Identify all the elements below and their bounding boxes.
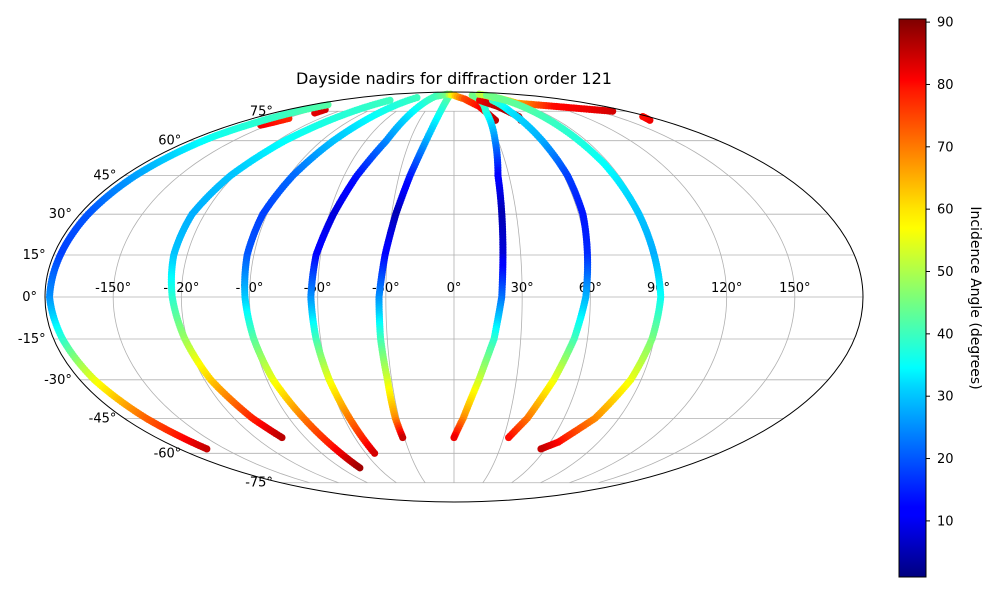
colorbar-ticks: 10 20 30 40 50 60 70 80 90 [926,16,954,529]
data-point [203,445,211,453]
y-tick-label: 45° [93,169,116,184]
data-point [504,433,513,442]
colorbar-tick-label: 70 [937,140,954,155]
x-tick-label: 150° [779,281,810,296]
y-tick-label: 30° [49,207,72,222]
data-point [356,464,364,472]
y-tick-label: -45° [89,411,117,426]
meridian-line [112,110,310,484]
meridian-line [482,111,523,483]
y-tick-label: -15° [18,332,46,347]
map-boundary [44,91,864,503]
y-tick-label: -75° [245,476,273,491]
x-tick-label: 30° [511,281,534,296]
colorbar-tick-label: 40 [937,327,954,342]
y-tick-label: 75° [250,104,273,119]
colorbar [898,18,927,578]
y-tick-labels: -75° -60° -45° -30° -15° 0° 15° 30° 45° 60° 75° [18,104,273,490]
data-point [450,433,458,442]
x-tick-label: -150° [95,281,131,296]
data-point [609,107,617,115]
x-tick-label: -90° [236,281,264,296]
x-tick-labels: -150°-120°-90°-60°-30°0°30°60°90°120°150… [95,281,810,296]
y-tick-label: -30° [44,373,72,388]
colorbar-tick-label: 10 [937,514,954,529]
meridian-line [249,110,368,484]
y-tick-label: 15° [23,248,46,263]
x-tick-label: 0° [447,281,462,296]
y-tick-label: 0° [22,290,37,305]
colorbar-tick-label: 60 [937,203,954,218]
data-point [537,445,545,453]
data-point [371,449,379,457]
data-point [278,433,286,442]
gridlines [45,110,863,484]
colorbar-label: Incidence Angle (degrees) [967,206,983,389]
colorbar-tick-label: 30 [937,390,954,405]
meridian-line [569,110,728,484]
colorbar-tick-label: 90 [937,16,954,31]
chart-title: Dayside nadirs for diffraction order 121 [296,69,612,88]
x-tick-label: 120° [711,281,742,296]
colorbar-tick-label: 80 [937,78,954,93]
meridian-line [317,110,397,484]
meridian-line [598,110,796,484]
y-tick-label: 60° [158,134,181,149]
data-point [399,433,407,442]
colorbar-tick-label: 20 [937,452,954,467]
colorbar-tick-label: 50 [937,265,954,280]
data-points [45,90,665,472]
y-tick-label: -60° [154,446,182,461]
